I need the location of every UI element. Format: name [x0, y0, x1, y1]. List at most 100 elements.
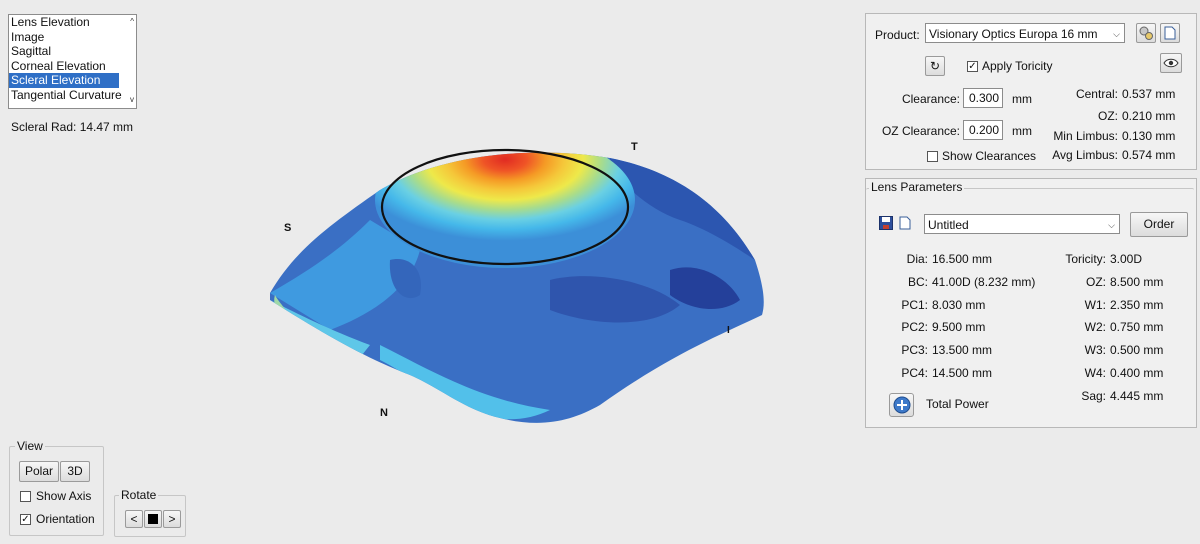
param-value: 8.500 mm — [1110, 275, 1164, 289]
param-label: W2: — [1084, 320, 1106, 334]
param-label: PC3: — [901, 343, 928, 357]
stat-value: 0.537 mm — [1122, 87, 1176, 101]
param-value: 9.500 mm — [932, 320, 986, 334]
stat-value: 0.130 mm — [1122, 129, 1176, 143]
lens-name-value: Untitled — [928, 218, 969, 232]
chevron-down-icon: ⌵ — [1113, 29, 1120, 39]
map-type-item[interactable]: Image — [11, 29, 45, 44]
elevation-surface — [270, 152, 764, 423]
new-product-button[interactable] — [1160, 23, 1180, 43]
orientation-label: Orientation — [36, 512, 95, 526]
orientation-label-i: I — [727, 325, 730, 336]
view-group: View Polar 3D Show Axis ✓ Orientation — [9, 439, 104, 536]
document-icon — [1164, 26, 1176, 40]
param-value: 8.030 mm — [932, 298, 986, 312]
refresh-icon: ↻ — [929, 59, 941, 73]
show-clearances-label: Show Clearances — [942, 149, 1037, 163]
map-type-item[interactable]: Tangential Curvature — [11, 87, 122, 102]
param-label: W1: — [1084, 298, 1106, 312]
sag-label: Sag: — [1081, 389, 1106, 403]
clearance-input[interactable]: 0.300 — [963, 88, 1003, 108]
oz-clearance-label: OZ Clearance: — [881, 124, 960, 138]
total-power-label: Total Power — [926, 397, 989, 411]
param-label: Dia: — [906, 252, 928, 266]
chevron-down-icon: ⌵ — [1108, 220, 1115, 230]
param-value: 14.500 mm — [932, 366, 993, 380]
param-label: W4: — [1084, 366, 1106, 380]
rotate-stop-button[interactable] — [144, 510, 162, 528]
rotate-left-button[interactable]: < — [125, 510, 143, 528]
sag-value: 4.445 mm — [1110, 389, 1164, 403]
stat-value: 0.574 mm — [1122, 148, 1176, 162]
map-type-item[interactable]: Scleral Elevation — [9, 73, 119, 88]
param-label: BC: — [907, 275, 928, 289]
lens-tools-icon — [1139, 26, 1153, 40]
scroll-up-icon[interactable]: ^ — [130, 17, 134, 26]
clearance-unit: mm — [1012, 92, 1032, 106]
floppy-disk-icon — [879, 216, 893, 230]
param-value: 3.00D — [1110, 252, 1143, 266]
show-axis-checkbox[interactable] — [20, 491, 31, 502]
param-label: Toricity: — [1065, 252, 1106, 266]
orientation-label-t: T — [631, 141, 638, 153]
oz-clearance-input[interactable]: 0.200 — [963, 120, 1003, 140]
clearance-label: Clearance: — [901, 92, 960, 106]
param-label: PC1: — [901, 298, 928, 312]
lens-parameters-title: Lens Parameters — [869, 180, 965, 194]
view-title: View — [15, 439, 45, 453]
scleral-elevation-3d-map[interactable] — [250, 130, 780, 430]
product-label: Product: — [875, 28, 920, 42]
apply-toricity-label: Apply Toricity — [982, 59, 1053, 73]
map-type-item[interactable]: Corneal Elevation — [11, 58, 106, 73]
stat-label: OZ: — [1098, 109, 1118, 123]
param-label: W3: — [1084, 343, 1106, 357]
stat-label: Avg Limbus: — [1052, 148, 1118, 162]
show-axis-label: Show Axis — [36, 489, 92, 503]
scleral-rad-readout: Scleral Rad: 14.47 mm — [11, 120, 134, 134]
eye-icon — [1163, 58, 1179, 68]
scroll-down-icon[interactable]: v — [130, 95, 134, 104]
stat-value: 0.210 mm — [1122, 109, 1176, 123]
plus-circle-icon — [893, 396, 910, 414]
apply-toricity-checkbox[interactable]: ✓ — [967, 61, 978, 72]
document-icon — [899, 216, 911, 230]
product-panel: Product: Visionary Optics Europa 16 mm ⌵… — [865, 13, 1197, 170]
param-value: 13.500 mm — [932, 343, 993, 357]
param-value: 41.00D (8.232 mm) — [932, 275, 1036, 289]
orientation-label-s: S — [284, 222, 292, 234]
map-type-item[interactable]: Lens Elevation — [11, 15, 90, 29]
param-value: 0.400 mm — [1110, 366, 1164, 380]
lens-parameters-panel: Lens Parameters Untitled ⌵ Order Dia: 16.… — [865, 178, 1197, 428]
view-lens-button[interactable] — [1160, 53, 1182, 73]
refresh-button[interactable]: ↻ — [925, 56, 945, 76]
rotate-title: Rotate — [119, 488, 159, 502]
order-button[interactable]: Order — [1130, 212, 1188, 237]
rotate-group: Rotate < > — [114, 488, 186, 537]
param-label: PC2: — [901, 320, 928, 334]
map-type-list[interactable]: ^ v Lens Elevation Image Sagittal Corneal E… — [8, 14, 137, 109]
stop-square-icon — [148, 514, 158, 524]
orientation-label-n: N — [380, 407, 388, 419]
param-value: 16.500 mm — [932, 252, 993, 266]
product-settings-button[interactable] — [1136, 23, 1156, 43]
rotate-right-button[interactable]: > — [163, 510, 181, 528]
stat-label: Min Limbus: — [1053, 129, 1118, 143]
optic-zone-outline — [380, 148, 630, 266]
total-power-button[interactable] — [889, 393, 914, 417]
polar-button[interactable]: Polar — [19, 461, 59, 482]
param-value: 0.750 mm — [1110, 320, 1164, 334]
product-select[interactable]: Visionary Optics Europa 16 mm ⌵ — [925, 23, 1125, 43]
show-clearances-checkbox[interactable] — [927, 151, 938, 162]
map-type-item[interactable]: Sagittal — [11, 44, 52, 59]
3d-button[interactable]: 3D — [60, 461, 90, 482]
new-lens-button[interactable] — [897, 216, 913, 233]
stat-label: Central: — [1075, 87, 1118, 101]
product-select-value: Visionary Optics Europa 16 mm — [929, 27, 1098, 41]
param-value: 2.350 mm — [1110, 298, 1164, 312]
oz-clearance-unit: mm — [1012, 124, 1032, 138]
param-label: OZ: — [1086, 275, 1106, 289]
lens-name-select[interactable]: Untitled ⌵ — [924, 214, 1120, 234]
save-button[interactable] — [878, 216, 894, 233]
orientation-checkbox[interactable]: ✓ — [20, 514, 31, 525]
param-label: PC4: — [901, 366, 928, 380]
